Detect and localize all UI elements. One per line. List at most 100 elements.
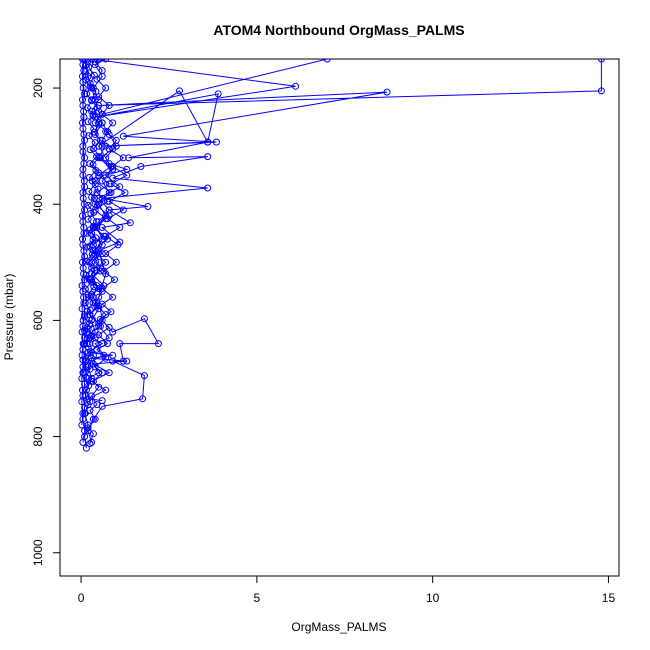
data-point <box>79 84 87 92</box>
data-point <box>86 174 93 181</box>
x-axis-label: OrgMass_PALMS <box>291 620 386 634</box>
y-axis: 200 400 600 800 1000 <box>31 78 61 566</box>
data-point <box>80 200 88 208</box>
data-point <box>87 292 95 300</box>
data-point <box>109 351 117 359</box>
data-point <box>93 218 101 226</box>
series-10 <box>79 59 101 377</box>
data-point <box>85 187 93 195</box>
data-point <box>86 440 94 448</box>
data-point <box>86 365 94 373</box>
data-point <box>109 163 117 170</box>
data-point <box>95 331 103 339</box>
data-point <box>154 340 162 348</box>
data-point <box>102 311 110 319</box>
x-axis: 0 5 10 15 <box>78 575 616 605</box>
data-point <box>84 118 92 126</box>
data-point <box>84 215 92 223</box>
data-point <box>92 167 100 174</box>
data-point <box>109 328 117 336</box>
data-point <box>81 380 89 388</box>
data-point <box>88 107 96 115</box>
data-point <box>116 224 124 231</box>
data-point <box>89 111 97 119</box>
data-point <box>125 154 133 162</box>
data-point <box>98 136 106 144</box>
data-point <box>105 197 113 205</box>
data-point <box>102 250 110 258</box>
data-point <box>98 241 106 249</box>
data-point <box>89 247 97 255</box>
data-point <box>86 320 93 328</box>
data-point <box>93 401 101 409</box>
data-point <box>116 340 124 348</box>
data-point <box>176 87 183 95</box>
data-point <box>88 250 96 258</box>
data-point <box>383 88 391 96</box>
data-point <box>81 299 89 307</box>
data-point <box>91 71 98 79</box>
data-point <box>81 391 89 399</box>
data-point <box>81 154 89 162</box>
y-tick-label: 600 <box>31 310 45 330</box>
data-point <box>88 278 96 286</box>
data-point <box>79 356 87 364</box>
data-point <box>85 382 93 389</box>
data-point <box>112 258 120 266</box>
data-point <box>79 165 87 173</box>
data-point <box>98 224 106 231</box>
data-point <box>79 72 86 80</box>
data-point <box>79 438 87 446</box>
y-tick-label: 400 <box>31 194 45 214</box>
data-point <box>79 369 87 377</box>
data-point <box>105 145 113 153</box>
data-point <box>123 171 131 179</box>
data-point <box>82 444 90 452</box>
data-point <box>107 189 115 197</box>
data-point <box>82 257 90 265</box>
data-point <box>78 351 86 359</box>
data-point <box>107 180 115 188</box>
data-point <box>102 171 110 179</box>
series-line <box>87 59 128 444</box>
y-tick-label: 200 <box>31 78 45 98</box>
data-point <box>98 119 106 127</box>
data-point <box>80 224 88 231</box>
data-point <box>80 177 88 185</box>
data-point <box>139 395 147 403</box>
data-point <box>111 276 118 284</box>
data-point <box>126 219 134 227</box>
data-point <box>88 59 96 63</box>
data-point <box>102 258 110 266</box>
data-point <box>102 154 110 162</box>
data-point <box>109 119 117 127</box>
data-point <box>82 76 90 84</box>
data-point <box>79 409 87 417</box>
data-point <box>92 88 100 95</box>
data-point <box>214 90 222 98</box>
series-8 <box>84 59 131 448</box>
data-point <box>81 409 89 417</box>
data-point <box>93 153 101 161</box>
data-point <box>105 102 113 109</box>
data-point <box>597 59 605 63</box>
data-point <box>102 59 110 63</box>
x-tick-label: 15 <box>602 591 616 605</box>
data-point <box>85 132 93 140</box>
data-point <box>83 243 91 251</box>
data-point <box>89 236 97 244</box>
data-point <box>86 83 94 91</box>
data-point <box>91 181 99 188</box>
data-point <box>98 110 106 118</box>
data-point <box>95 293 103 301</box>
data-point <box>79 142 87 150</box>
data-point <box>81 62 89 70</box>
data-point <box>81 327 89 335</box>
series-line <box>87 59 602 443</box>
data-point <box>93 345 101 353</box>
data-point <box>81 285 89 293</box>
data-point <box>102 386 110 394</box>
data-point <box>90 125 98 133</box>
data-point <box>83 229 91 237</box>
